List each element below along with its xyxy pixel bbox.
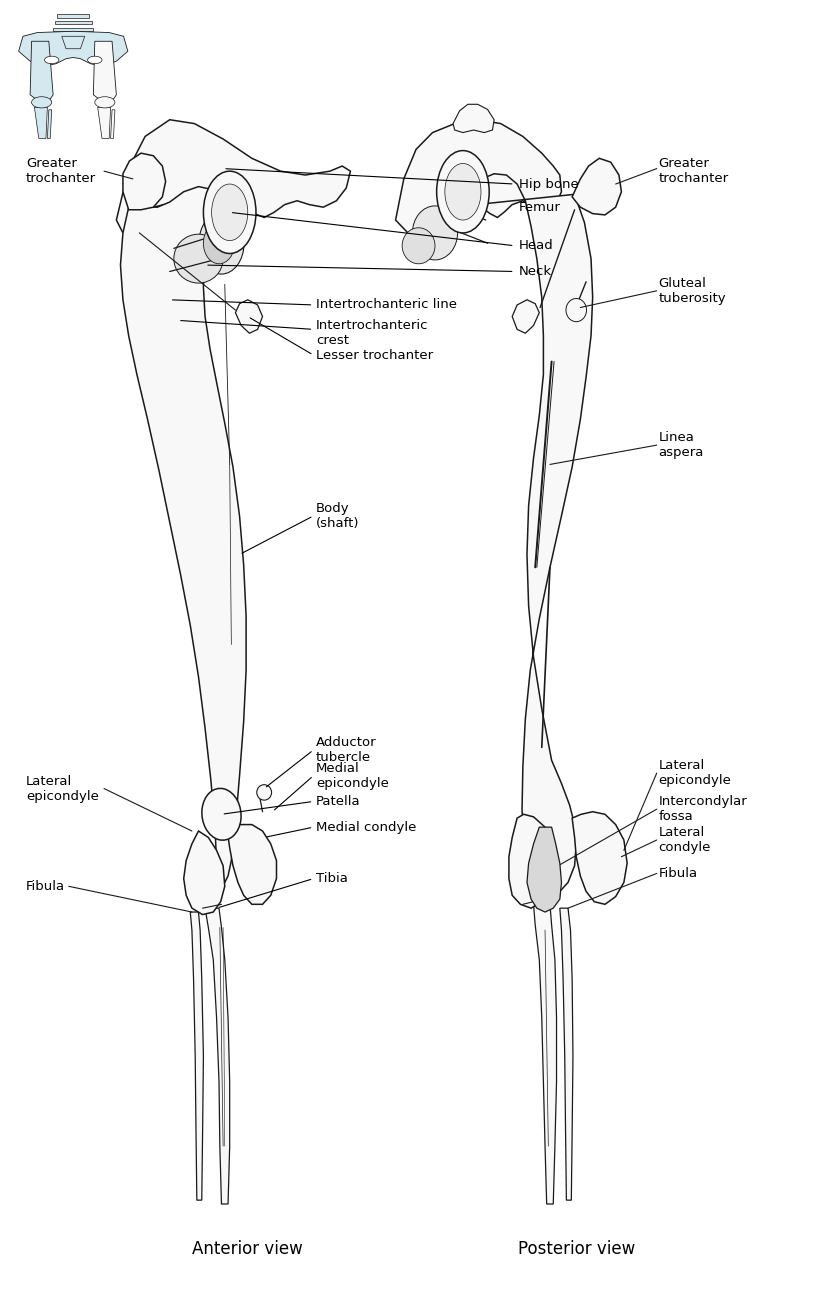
Circle shape	[204, 171, 256, 254]
Polygon shape	[116, 120, 350, 262]
Text: Lateral
epicondyle: Lateral epicondyle	[26, 775, 99, 803]
Text: Anterior view: Anterior view	[192, 1240, 303, 1258]
Polygon shape	[509, 815, 553, 909]
Ellipse shape	[402, 228, 435, 264]
Text: Intercondylar
fossa: Intercondylar fossa	[658, 795, 747, 824]
Text: Intertrochanteric
crest: Intertrochanteric crest	[316, 320, 428, 347]
Circle shape	[212, 184, 248, 241]
Ellipse shape	[412, 206, 457, 260]
Polygon shape	[513, 300, 539, 334]
Ellipse shape	[204, 223, 235, 264]
Text: Medial condyle: Medial condyle	[316, 821, 416, 834]
Text: Neck: Neck	[519, 266, 552, 278]
Ellipse shape	[199, 213, 244, 275]
Text: Medial
epicondyle: Medial epicondyle	[316, 762, 389, 790]
Polygon shape	[236, 300, 263, 334]
Text: Adductor
tubercle: Adductor tubercle	[316, 736, 377, 764]
Ellipse shape	[202, 789, 241, 840]
Polygon shape	[453, 104, 494, 133]
Polygon shape	[396, 120, 561, 249]
Circle shape	[445, 164, 481, 220]
Text: Greater
trochanter: Greater trochanter	[26, 157, 96, 186]
Text: Body
(shaft): Body (shaft)	[316, 501, 359, 530]
Text: Greater
trochanter: Greater trochanter	[658, 157, 728, 186]
Polygon shape	[572, 812, 627, 905]
Text: Gluteal
tuberosity: Gluteal tuberosity	[658, 277, 726, 304]
Text: Head: Head	[519, 240, 554, 253]
Text: Patella: Patella	[316, 795, 361, 808]
Text: Tibia: Tibia	[316, 873, 348, 886]
Text: Fibula: Fibula	[26, 880, 65, 893]
Polygon shape	[559, 909, 573, 1200]
Ellipse shape	[257, 785, 272, 800]
Circle shape	[437, 151, 489, 233]
Text: Lateral
epicondyle: Lateral epicondyle	[658, 759, 731, 788]
Polygon shape	[452, 174, 592, 896]
Polygon shape	[534, 905, 556, 1204]
Polygon shape	[190, 913, 204, 1200]
Polygon shape	[572, 159, 621, 215]
Polygon shape	[227, 825, 277, 905]
Text: Posterior view: Posterior view	[517, 1240, 634, 1258]
Text: Lesser trochanter: Lesser trochanter	[316, 348, 433, 362]
Text: Lateral
condyle: Lateral condyle	[658, 826, 711, 855]
Polygon shape	[184, 831, 225, 915]
Polygon shape	[527, 828, 561, 913]
Text: Linea
aspera: Linea aspera	[658, 431, 704, 459]
Text: Hip bone: Hip bone	[519, 178, 578, 191]
Ellipse shape	[566, 299, 587, 322]
Text: Intertrochanteric line: Intertrochanteric line	[316, 299, 457, 312]
Text: Fibula: Fibula	[658, 867, 697, 880]
Polygon shape	[205, 909, 230, 1204]
Polygon shape	[123, 153, 166, 210]
Polygon shape	[120, 187, 246, 896]
Ellipse shape	[174, 235, 223, 284]
Text: Femur: Femur	[519, 201, 560, 214]
